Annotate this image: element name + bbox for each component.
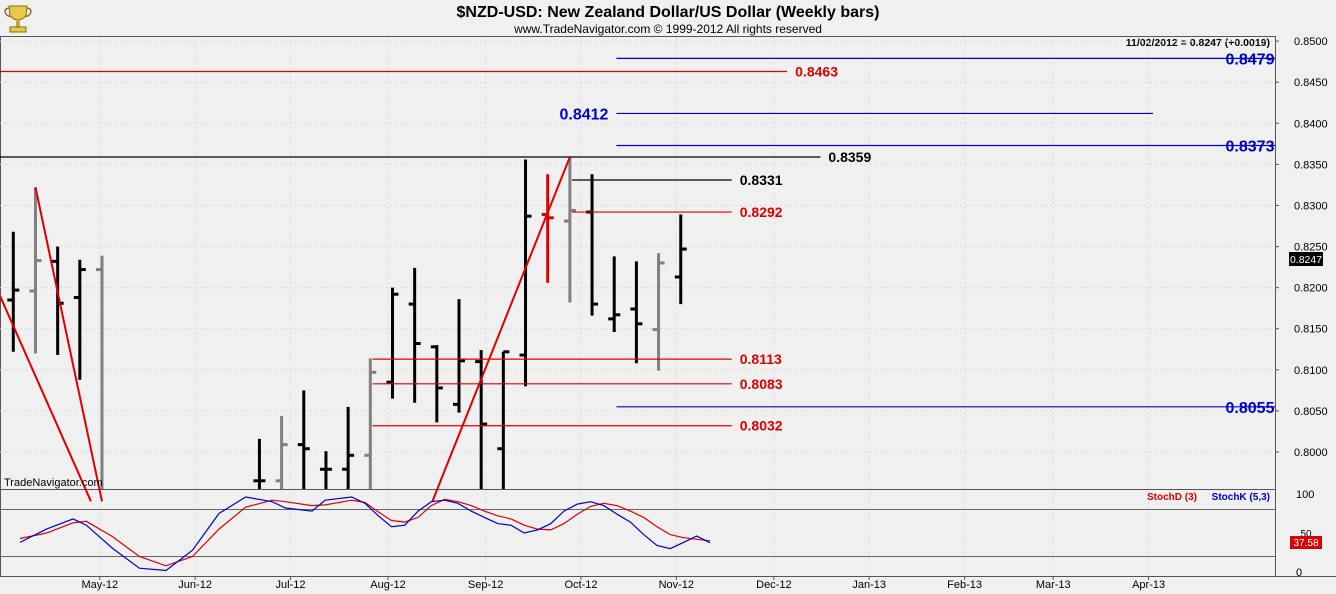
copyright-notice: www.TradeNavigator.com © 1999-2012 All r… [513, 22, 822, 36]
price-bar [342, 406, 355, 489]
trophy-icon [4, 5, 32, 33]
price-tick-label: 0.8450 [1294, 77, 1328, 89]
time-tick-label: Aug-12 [370, 579, 405, 591]
trendline [34, 187, 103, 502]
price-bar [7, 231, 20, 352]
trendline [0, 295, 92, 502]
level-label: 0.8331 [740, 172, 783, 188]
time-tick-label: Oct-12 [564, 579, 597, 591]
price-bar [364, 358, 377, 489]
level-label: 0.8032 [740, 418, 783, 434]
price-tick-label: 0.8050 [1294, 406, 1328, 418]
price-bar [96, 255, 104, 489]
price-bar [453, 299, 465, 413]
legend-stochd: StochD (3) [1147, 492, 1197, 503]
legend-stochk: StochK (5,3) [1212, 492, 1270, 503]
time-tick-label: Apr-13 [1132, 579, 1165, 591]
level-label: 0.8083 [740, 376, 783, 392]
price-bar [630, 261, 643, 364]
stoch-tick-label: 0 [1296, 567, 1302, 579]
level-label: 0.8479 [1226, 51, 1275, 68]
price-tick-label: 0.8250 [1294, 242, 1328, 254]
price-bar [386, 287, 399, 399]
price-tick-label: 0.8150 [1294, 324, 1328, 336]
price-bar [29, 187, 42, 354]
price-bar [563, 156, 576, 303]
price-levels: 0.8479 0.8463 0.8412 0.8373 0.8359 0.8331 0.82… [0, 51, 1275, 434]
stoch-series-line [19, 496, 711, 572]
stoch-readout-mid: 50 [1300, 529, 1312, 540]
price-bar [73, 259, 86, 380]
level-label: 0.8055 [1226, 400, 1275, 417]
level-label: 0.8359 [828, 149, 871, 165]
trendlines [0, 156, 571, 502]
price-tick-label: 0.8350 [1294, 159, 1328, 171]
price-bars [7, 156, 687, 489]
time-axis: May-12 Jun-12 Jul-12 Aug-12 Sep-12 Oct-12 Nov-… [81, 576, 1165, 591]
time-tick-label: Dec-12 [756, 579, 791, 591]
price-bar [519, 159, 532, 387]
price-bar [497, 350, 510, 489]
price-tick-label: 0.8100 [1294, 365, 1328, 377]
stoch-readout-box [1290, 536, 1322, 549]
price-tag-label: 0.8247 [1290, 254, 1322, 266]
price-tag: 0.8247 [1289, 252, 1323, 266]
stoch-series-line [19, 498, 711, 567]
price-tick-label: 0.8300 [1294, 200, 1328, 212]
time-tick-label: Jul-12 [275, 579, 305, 591]
level-label: 0.8412 [559, 106, 608, 123]
price-bar [674, 214, 687, 305]
level-label: 0.8113 [740, 351, 782, 367]
time-tick-label: Jan-13 [852, 579, 886, 591]
price-bar [319, 451, 332, 489]
watermark: TradeNavigator.com [4, 477, 103, 489]
time-tick-label: Nov-12 [659, 579, 694, 591]
chart-title: $NZD-USD: New Zealand Dollar/US Dollar (… [457, 4, 880, 21]
price-axis: 0.85000.84500.84000.83500.83000.82500.82… [1275, 36, 1328, 459]
price-tick-label: 0.8200 [1294, 283, 1328, 295]
price-tick-label: 0.8500 [1294, 36, 1328, 48]
level-label: 0.8292 [740, 204, 783, 220]
trendline [431, 156, 571, 502]
price-tick-label: 0.8400 [1294, 118, 1328, 130]
time-tick-label: Jun-12 [178, 579, 212, 591]
last-quote: 11/02/2012 = 0.8247 (+0.0019) [1126, 37, 1270, 49]
time-tick-label: Sep-12 [468, 579, 503, 591]
price-bar [408, 267, 421, 403]
time-tick-label: May-12 [81, 579, 118, 591]
stoch-tick-label: 100 [1296, 489, 1314, 501]
price-bar [297, 390, 310, 489]
stoch-readout-value: 37.58 [1293, 538, 1318, 549]
level-label: 0.8373 [1226, 138, 1275, 155]
price-bar [608, 256, 621, 333]
time-tick-label: Mar-13 [1036, 579, 1071, 591]
level-label: 0.8463 [795, 64, 838, 80]
price-bar [253, 438, 266, 489]
price-bar [475, 350, 488, 489]
price-bar [275, 415, 288, 489]
price-bar [652, 253, 665, 371]
time-tick-label: Feb-13 [947, 579, 982, 591]
price-tick-label: 0.8000 [1294, 447, 1328, 459]
